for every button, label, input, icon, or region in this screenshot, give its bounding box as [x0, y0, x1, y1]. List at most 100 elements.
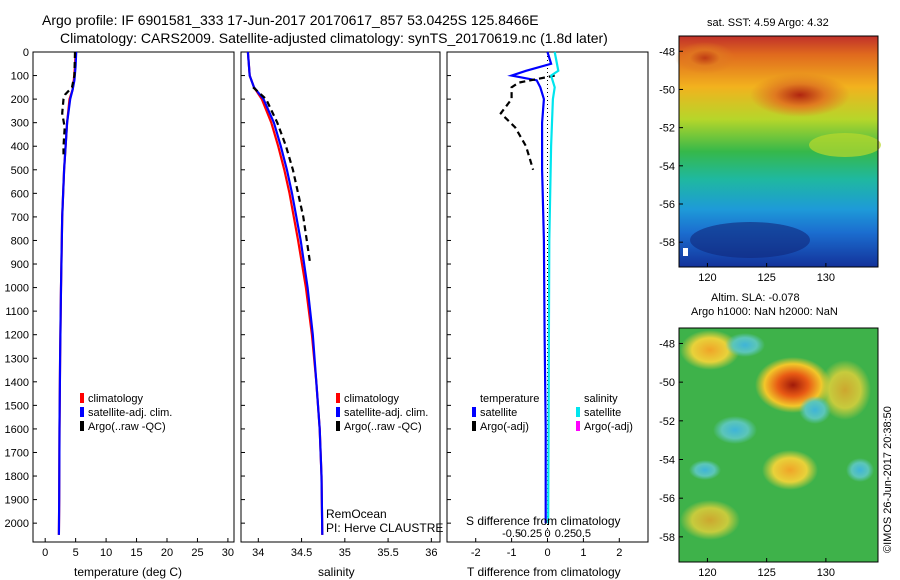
map-lat-tick-label: -56 — [659, 199, 675, 211]
map-lat-tick-label: -54 — [659, 161, 675, 173]
temperature-legend-label: Argo(..raw -QC) — [88, 421, 166, 433]
depth-tick-label: 1200 — [5, 330, 29, 342]
sla-map-title-line-2: Argo h1000: NaN h2000: NaN — [691, 306, 838, 318]
map-lat-tick-label: -56 — [659, 493, 675, 505]
map-lat-tick-label: -58 — [659, 532, 675, 544]
difference-salinity-legend-swatch — [576, 407, 580, 417]
panel-frame — [32, 51, 235, 543]
depth-tick-label: 200 — [11, 94, 29, 106]
remocean-label: RemOcean — [326, 507, 387, 521]
argo-position-marker — [683, 248, 688, 256]
map-lat-tick-label: -52 — [659, 123, 675, 135]
map-frame — [678, 327, 879, 563]
imos-credit: ©IMOS 26-Jun-2017 20:38:50 — [882, 406, 894, 553]
sla-warm-patch — [762, 450, 818, 490]
salinity-tick-label: 34.5 — [291, 547, 312, 559]
temperature-tick-label: 20 — [161, 547, 173, 559]
temperature-tick-label: 0 — [42, 547, 48, 559]
t-difference-xlabel: T difference from climatology — [467, 565, 621, 579]
depth-tick-label: 1900 — [5, 495, 29, 507]
salinity-tick-label: 35.5 — [377, 547, 398, 559]
depth-tick-label: 700 — [11, 212, 29, 224]
sla-cold-patch — [799, 396, 831, 424]
depth-tick-label: 1600 — [5, 424, 29, 436]
temperature-legend-label: climatology — [88, 393, 144, 405]
t-difference-tick-label: -1 — [507, 547, 517, 559]
difference-temperature-legend-label: satellite — [480, 407, 517, 419]
difference-temperature-legend-label: Argo(-adj) — [480, 421, 529, 433]
salinity-legend-label: climatology — [344, 393, 400, 405]
temperature-legend-label: satellite-adj. clim. — [88, 407, 172, 419]
sst-map — [675, 36, 881, 267]
sla-cold-patch — [846, 458, 874, 482]
difference-salinity-legend-label: Argo(-adj) — [584, 421, 633, 433]
salinity-legend-swatch — [336, 421, 340, 431]
map-lat-tick-label: -58 — [659, 237, 675, 249]
difference-legend-title: salinity — [584, 393, 618, 405]
sla-warm-patch — [680, 330, 740, 370]
depth-tick-label: 2000 — [5, 518, 29, 530]
difference-series-line — [547, 51, 560, 524]
map-lat-tick-label: -48 — [659, 338, 675, 350]
sla-warm-patch — [680, 500, 740, 540]
map-lon-tick-label: 125 — [757, 272, 775, 284]
temperature-legend-swatch — [80, 407, 84, 417]
depth-tick-label: 100 — [11, 71, 29, 83]
t-difference-tick-label: -2 — [471, 547, 481, 559]
depth-tick-label: 0 — [23, 47, 29, 59]
salinity-tick-label: 34 — [252, 547, 264, 559]
difference-legend-title: temperature — [480, 393, 539, 405]
map-lat-tick-label: -48 — [659, 46, 675, 58]
sst-warm-patch — [809, 133, 881, 157]
s-difference-tick-label: 0.5 — [576, 528, 591, 540]
depth-tick-label: 1000 — [5, 283, 29, 295]
sst-cold-patch — [690, 222, 810, 258]
depth-tick-label: 1300 — [5, 353, 29, 365]
difference-series-line — [499, 74, 555, 171]
sla-map — [679, 328, 878, 562]
panel-frame — [240, 51, 441, 543]
depth-tick-label: 800 — [11, 235, 29, 247]
depth-tick-label: 900 — [11, 259, 29, 271]
temperature-series-line — [61, 51, 77, 156]
depth-tick-label: 600 — [11, 188, 29, 200]
t-difference-tick-label: 1 — [580, 547, 586, 559]
depth-tick-label: 1500 — [5, 400, 29, 412]
depth-tick-label: 1400 — [5, 377, 29, 389]
temperature-xlabel: temperature (deg C) — [74, 565, 183, 579]
salinity-xlabel: salinity — [318, 565, 355, 579]
t-difference-tick-label: 2 — [616, 547, 622, 559]
sst-warm-patch — [675, 42, 735, 74]
pi-label: PI: Herve CLAUSTRE — [326, 521, 444, 535]
difference-salinity-legend-label: satellite — [584, 407, 621, 419]
depth-tick-label: 400 — [11, 141, 29, 153]
salinity-legend-swatch — [336, 393, 340, 403]
temperature-tick-label: 25 — [191, 547, 203, 559]
map-lon-tick-label: 120 — [698, 567, 716, 579]
salinity-series-line — [246, 51, 324, 535]
difference-series-line — [507, 51, 553, 524]
depth-tick-label: 500 — [11, 165, 29, 177]
map-lon-tick-label: 125 — [757, 567, 775, 579]
sst-map-title: sat. SST: 4.59 Argo: 4.32 — [707, 17, 829, 29]
depth-tick-label: 1700 — [5, 447, 29, 459]
difference-temperature-legend-swatch — [472, 407, 476, 417]
map-frame — [678, 35, 879, 268]
s-difference-tick-label: -0.25 — [517, 528, 542, 540]
temperature-tick-label: 10 — [100, 547, 112, 559]
t-difference-tick-label: 0 — [544, 547, 550, 559]
title-line-1: Argo profile: IF 6901581_333 17-Jun-2017… — [42, 12, 539, 28]
map-lat-tick-label: -50 — [659, 377, 675, 389]
temperature-tick-label: 5 — [73, 547, 79, 559]
sla-warm-patch — [819, 360, 871, 420]
salinity-legend-label: Argo(..raw -QC) — [344, 421, 422, 433]
salinity-legend-swatch — [336, 407, 340, 417]
difference-salinity-legend-swatch — [576, 421, 580, 431]
salinity-series-line — [246, 51, 324, 535]
sst-warm-patch — [750, 73, 850, 117]
temperature-series-line — [57, 51, 78, 535]
temperature-tick-label: 30 — [222, 547, 234, 559]
temperature-legend-swatch — [80, 393, 84, 403]
salinity-legend-label: satellite-adj. clim. — [344, 407, 428, 419]
